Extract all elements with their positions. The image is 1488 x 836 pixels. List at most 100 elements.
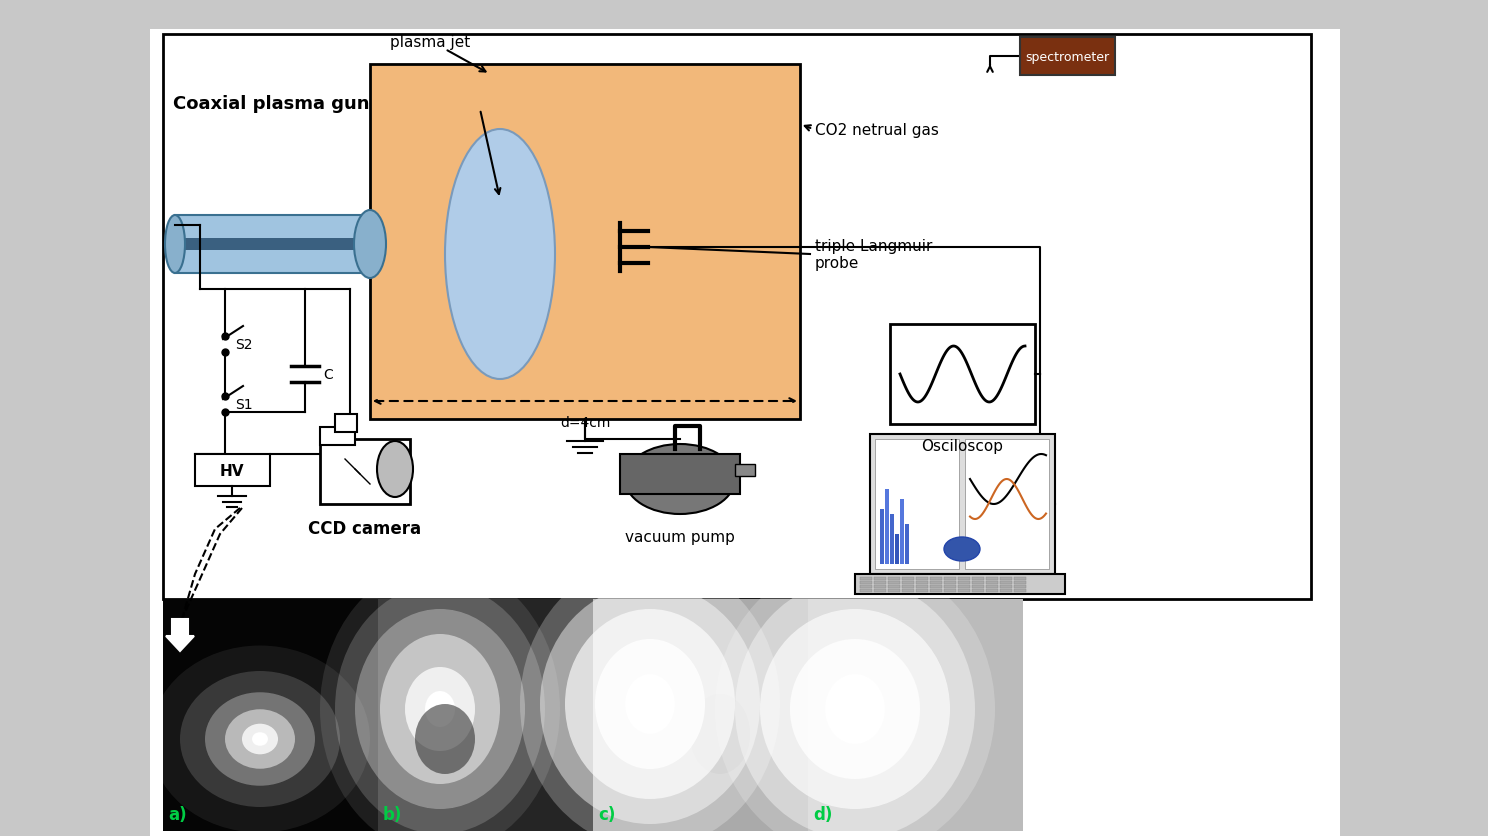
Bar xyxy=(164,35,1311,599)
Ellipse shape xyxy=(225,710,295,769)
Bar xyxy=(164,599,378,831)
Bar xyxy=(902,581,914,584)
Ellipse shape xyxy=(251,732,268,746)
Bar xyxy=(860,589,872,592)
Ellipse shape xyxy=(690,694,750,774)
Text: spectrometer: spectrometer xyxy=(1025,50,1109,64)
Bar xyxy=(987,578,998,580)
Bar xyxy=(902,578,914,580)
Ellipse shape xyxy=(426,691,455,727)
Bar xyxy=(1000,581,1012,584)
Bar xyxy=(917,585,929,589)
Ellipse shape xyxy=(165,216,185,273)
Bar xyxy=(1013,585,1027,589)
Ellipse shape xyxy=(405,667,475,751)
Bar xyxy=(594,599,808,831)
Text: d=4cm: d=4cm xyxy=(559,415,610,430)
Bar xyxy=(943,589,955,592)
Ellipse shape xyxy=(760,609,949,809)
Bar xyxy=(1000,589,1012,592)
Bar xyxy=(1013,581,1027,584)
Bar xyxy=(972,578,984,580)
Bar xyxy=(1013,578,1027,580)
Bar xyxy=(371,65,801,420)
Bar xyxy=(875,440,958,569)
Bar xyxy=(958,589,970,592)
Ellipse shape xyxy=(943,538,981,561)
Ellipse shape xyxy=(379,635,500,784)
Bar xyxy=(905,524,909,564)
Text: triple Langmuir
probe: triple Langmuir probe xyxy=(815,238,933,271)
Bar xyxy=(1000,578,1012,580)
Bar xyxy=(888,585,900,589)
Polygon shape xyxy=(167,619,193,651)
Ellipse shape xyxy=(565,609,735,799)
Ellipse shape xyxy=(519,559,780,836)
Bar xyxy=(860,581,872,584)
Text: S1: S1 xyxy=(235,398,253,411)
Bar xyxy=(943,585,955,589)
Bar xyxy=(195,455,269,487)
Bar xyxy=(930,585,942,589)
Bar xyxy=(902,585,914,589)
Bar xyxy=(320,427,356,446)
Text: Osciloscop: Osciloscop xyxy=(921,438,1003,453)
Bar xyxy=(890,514,894,564)
Ellipse shape xyxy=(320,564,559,836)
Ellipse shape xyxy=(824,674,885,744)
Bar xyxy=(620,455,740,494)
Bar xyxy=(885,489,888,564)
Ellipse shape xyxy=(625,445,735,514)
Text: CCD camera: CCD camera xyxy=(308,519,421,538)
Bar xyxy=(335,415,357,432)
Bar xyxy=(873,581,885,584)
Ellipse shape xyxy=(445,130,555,380)
Bar xyxy=(856,574,1065,594)
Text: CO2 netrual gas: CO2 netrual gas xyxy=(815,122,939,137)
Bar xyxy=(879,509,884,564)
Bar xyxy=(870,435,1055,574)
Bar xyxy=(888,578,900,580)
Bar xyxy=(873,589,885,592)
Ellipse shape xyxy=(180,671,339,807)
Bar xyxy=(930,589,942,592)
Bar xyxy=(888,581,900,584)
Text: d): d) xyxy=(812,805,832,823)
Text: vacuum pump: vacuum pump xyxy=(625,529,735,544)
Ellipse shape xyxy=(790,640,920,779)
Bar xyxy=(930,578,942,580)
Bar xyxy=(917,581,929,584)
Bar xyxy=(972,585,984,589)
Bar xyxy=(860,585,872,589)
Ellipse shape xyxy=(415,704,475,774)
Text: HV: HV xyxy=(220,463,244,478)
Bar xyxy=(987,589,998,592)
Bar xyxy=(972,589,984,592)
Ellipse shape xyxy=(335,584,545,834)
Bar xyxy=(860,578,872,580)
Ellipse shape xyxy=(376,441,414,497)
Bar xyxy=(972,581,984,584)
Text: a): a) xyxy=(168,805,186,823)
Bar xyxy=(930,581,942,584)
Bar xyxy=(1019,38,1115,76)
Ellipse shape xyxy=(205,692,315,786)
Bar xyxy=(873,578,885,580)
Text: S2: S2 xyxy=(235,338,253,352)
Ellipse shape xyxy=(354,211,385,278)
Bar xyxy=(943,581,955,584)
Ellipse shape xyxy=(735,579,975,836)
Bar xyxy=(890,324,1036,425)
Ellipse shape xyxy=(716,559,995,836)
Bar xyxy=(180,239,371,251)
Bar xyxy=(958,585,970,589)
Bar xyxy=(943,578,955,580)
Bar xyxy=(808,599,1024,831)
Bar xyxy=(917,589,929,592)
Bar xyxy=(888,589,900,592)
Bar xyxy=(320,440,411,504)
Bar xyxy=(966,440,1049,569)
Ellipse shape xyxy=(625,674,676,734)
Bar xyxy=(1000,585,1012,589)
Bar xyxy=(900,499,905,564)
